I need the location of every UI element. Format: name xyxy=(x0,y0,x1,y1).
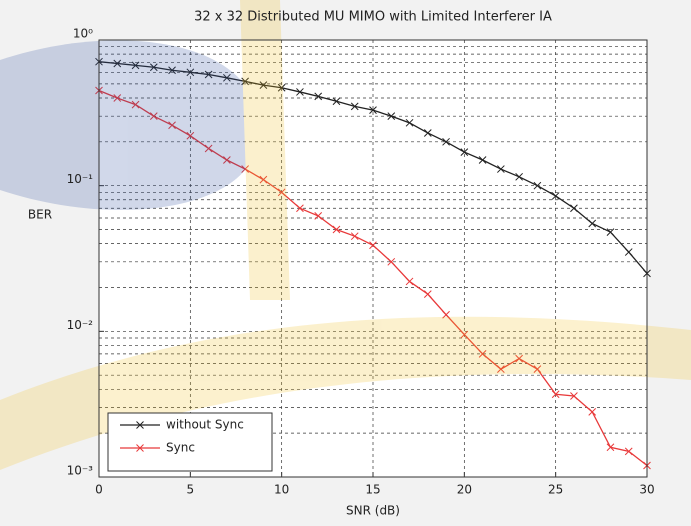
chart-title: 32 x 32 Distributed MU MIMO with Limited… xyxy=(194,10,552,25)
legend-box xyxy=(107,412,273,472)
plot-frame xyxy=(98,39,648,478)
point-marker xyxy=(515,354,523,363)
point-marker xyxy=(442,310,450,319)
point-marker xyxy=(405,118,414,127)
point-marker xyxy=(296,204,304,213)
x-tick-label: 15 xyxy=(365,483,380,497)
point-marker xyxy=(423,290,432,299)
point-marker xyxy=(551,192,560,200)
point-marker xyxy=(277,188,286,197)
point-marker xyxy=(606,443,615,452)
point-marker xyxy=(624,447,633,456)
point-marker xyxy=(405,277,414,286)
x-tick-label: 0 xyxy=(95,483,103,497)
point-marker xyxy=(241,77,249,86)
point-marker xyxy=(442,137,450,146)
x-tick-label: 5 xyxy=(187,483,195,497)
point-marker xyxy=(296,88,304,96)
y-tick-label: 10⁰ xyxy=(73,27,93,41)
point-marker xyxy=(204,144,213,153)
legend-label: Sync xyxy=(166,441,195,455)
watermark xyxy=(0,0,691,470)
y-tick-label: 10⁻³ xyxy=(67,464,94,478)
point-marker xyxy=(332,97,341,106)
watermark-swoosh xyxy=(0,40,260,210)
watermark-band xyxy=(0,316,691,470)
point-marker xyxy=(168,121,176,130)
point-marker xyxy=(497,365,505,374)
point-marker xyxy=(570,392,578,400)
point-marker xyxy=(149,63,158,72)
legend-marker xyxy=(136,444,144,452)
point-marker xyxy=(350,232,359,241)
point-marker xyxy=(369,106,377,114)
point-marker xyxy=(387,257,396,266)
point-marker xyxy=(369,241,377,250)
point-marker xyxy=(497,165,505,173)
point-marker xyxy=(113,59,122,68)
point-marker xyxy=(241,165,249,173)
point-marker xyxy=(588,219,597,228)
x-tick-label: 25 xyxy=(548,483,563,497)
x-tick-label: 10 xyxy=(274,483,289,497)
y-tick-label: 10⁻² xyxy=(67,318,94,332)
point-marker xyxy=(423,129,432,137)
watermark-bar xyxy=(240,0,290,300)
legend-label: without Sync xyxy=(166,418,244,432)
point-marker xyxy=(515,172,523,181)
point-marker xyxy=(551,390,560,399)
y-tick-label: 10⁻¹ xyxy=(67,172,94,186)
point-marker xyxy=(606,228,615,236)
legend-marker xyxy=(136,421,144,429)
point-marker xyxy=(533,365,542,374)
point-marker xyxy=(624,248,633,256)
point-marker xyxy=(277,83,286,92)
x-tick-label: 30 xyxy=(639,483,654,497)
point-marker xyxy=(478,156,487,164)
point-marker xyxy=(478,350,487,358)
legend: without Sync Sync xyxy=(107,412,273,472)
point-marker xyxy=(332,225,341,234)
point-marker xyxy=(113,94,122,102)
point-marker xyxy=(259,81,268,89)
point-marker xyxy=(259,175,268,184)
point-marker xyxy=(314,92,323,101)
point-marker xyxy=(223,73,231,82)
point-marker xyxy=(186,68,195,77)
y-axis-label: BER xyxy=(28,208,52,222)
point-marker xyxy=(460,330,469,339)
point-marker xyxy=(387,112,396,121)
point-marker xyxy=(570,204,578,213)
point-marker xyxy=(204,70,213,79)
point-marker xyxy=(588,408,597,416)
point-marker xyxy=(131,61,140,70)
x-tick-label: 20 xyxy=(457,483,472,497)
point-marker xyxy=(350,102,359,111)
point-marker xyxy=(460,148,469,156)
point-marker xyxy=(223,156,231,164)
point-marker xyxy=(131,100,140,109)
point-marker xyxy=(149,112,158,121)
x-axis-label: SNR (dB) xyxy=(346,504,400,518)
point-marker xyxy=(186,131,195,140)
marks xyxy=(95,57,651,470)
point-marker xyxy=(314,212,323,220)
point-marker xyxy=(168,66,176,75)
point-marker xyxy=(533,181,542,190)
